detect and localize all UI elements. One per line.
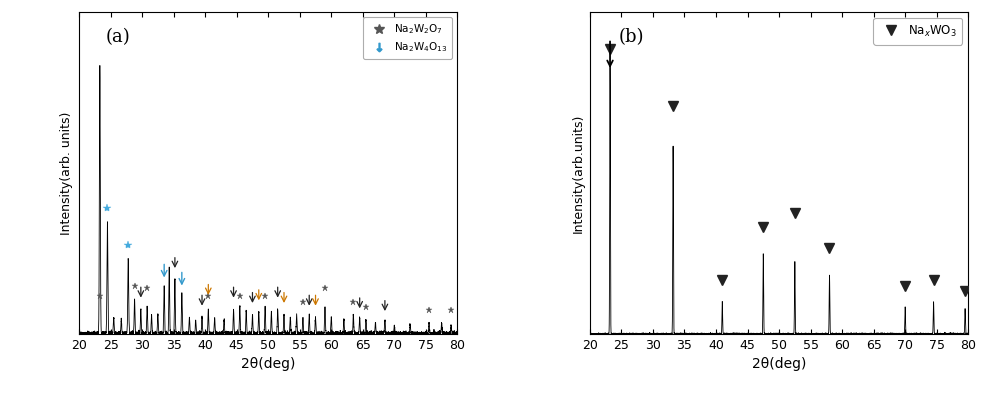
X-axis label: 2θ(deg): 2θ(deg) [752, 358, 806, 371]
Legend: Na$_x$WO$_3$: Na$_x$WO$_3$ [873, 18, 962, 44]
Y-axis label: Intensity(arb. units): Intensity(arb. units) [60, 111, 73, 235]
Text: (a): (a) [106, 28, 130, 46]
Y-axis label: Intensity(arb.units): Intensity(arb.units) [571, 113, 584, 233]
Legend: Na$_2$W$_2$O$_7$, Na$_2$W$_4$O$_{13}$: Na$_2$W$_2$O$_7$, Na$_2$W$_4$O$_{13}$ [364, 17, 453, 59]
Text: (b): (b) [618, 28, 644, 46]
X-axis label: 2θ(deg): 2θ(deg) [241, 358, 295, 371]
